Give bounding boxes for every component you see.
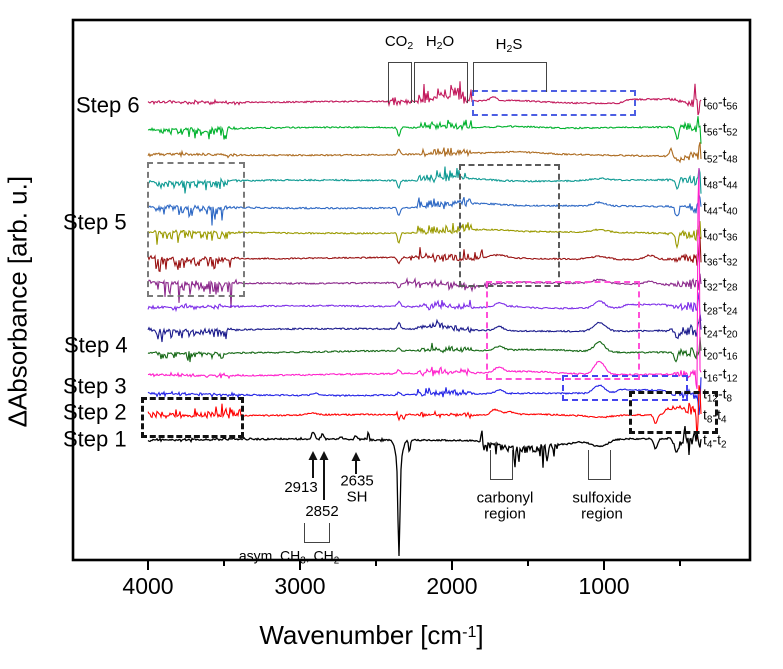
- box-step5-left-dips: [147, 162, 245, 297]
- co2-label: CO2: [384, 33, 414, 53]
- box-step2-left: [141, 397, 244, 438]
- x-axis-title: Wavenumber [cm-1]: [259, 620, 484, 650]
- arrow-2913-head: [308, 451, 318, 460]
- trace-t60-t56: [147, 81, 702, 116]
- trace-label-t56-t52: t56-t52: [703, 119, 738, 139]
- step-label-4: Step 4: [64, 332, 128, 358]
- x-tick-label-4000: 4000: [122, 573, 174, 599]
- carbonyl-region-label: carbonyl region: [476, 489, 534, 522]
- trace-label-t36-t32: t36-t32: [703, 249, 738, 269]
- trace-label-t60-t56: t60-t56: [703, 93, 738, 113]
- trace-label-t32-t28: t32-t28: [703, 274, 738, 294]
- trace-t44-t40: [147, 192, 702, 226]
- sulfoxide-region-label: sulfoxide region: [572, 489, 632, 522]
- trace-label-t4-t2: t4-t2: [703, 431, 727, 451]
- box-sulfoxide-pink: [486, 281, 640, 380]
- plot-frame: [71, 18, 752, 562]
- trace-t16-t12: [147, 168, 702, 390]
- asym-ch-bracket: [304, 523, 330, 543]
- box-h2s-top-trace: [472, 90, 636, 116]
- arrow-2852-head: [319, 451, 329, 460]
- peak-2913-label: 2913: [284, 479, 318, 497]
- x-tick-label-1000: 1000: [578, 573, 630, 599]
- h2o-label: H2O: [425, 33, 455, 53]
- peak-2635-sh-label: 2635 SH: [340, 472, 374, 505]
- trace-t56-t52: [147, 116, 702, 144]
- h2s-label: H2S: [495, 36, 523, 56]
- trace-label-t28-t24: t28-t24: [703, 298, 738, 318]
- co2-region-bracket: [388, 62, 412, 103]
- trace-t20-t16: [147, 336, 702, 363]
- step-label-6: Step 6: [76, 92, 140, 118]
- trace-t8-t4: [147, 385, 702, 440]
- trace-label-t40-t36: t40-t36: [703, 224, 738, 244]
- step-label-1: Step 1: [63, 426, 127, 452]
- trace-t4-t2: [147, 426, 702, 557]
- sulfoxide-region-bracket: [588, 450, 611, 480]
- trace-label-t20-t16: t20-t16: [703, 343, 738, 363]
- trace-t40-t36: [147, 221, 702, 250]
- carbonyl-region-bracket: [490, 450, 513, 480]
- box-mid-region: [459, 164, 560, 287]
- trace-label-t44-t40: t44-t40: [703, 198, 738, 218]
- trace-label-t52-t48: t52-t48: [703, 146, 738, 166]
- h2o-region-bracket: [414, 62, 468, 103]
- box-step3-blue: [562, 375, 688, 401]
- peak-2852-label: 2852: [305, 503, 339, 521]
- trace-label-t48-t44: t48-t44: [703, 172, 738, 192]
- trace-label-t24-t20: t24-t20: [703, 321, 738, 341]
- step-label-3: Step 3: [63, 373, 127, 399]
- trace-t28-t24: [147, 292, 702, 322]
- arrow-2635-head: [351, 452, 361, 461]
- y-axis-title: ΔAbsorbance [arb. u.]: [2, 175, 33, 428]
- step-label-5: Step 5: [63, 209, 127, 235]
- h2s-region-bracket: [473, 62, 547, 92]
- trace-t48-t44: [147, 166, 702, 194]
- box-step2-right: [629, 391, 718, 434]
- trace-t36-t32: [147, 236, 702, 273]
- trace-t24-t20: [147, 314, 702, 343]
- x-tick-label-2000: 2000: [426, 573, 478, 599]
- trace-t52-t48: [147, 142, 702, 164]
- x-tick-label-3000: 3000: [274, 573, 326, 599]
- asym-ch3-ch2-label: asym. CH3, CH2: [238, 547, 340, 567]
- trace-label-t16-t12: t16-t12: [703, 365, 738, 385]
- step-label-2: Step 2: [63, 399, 127, 425]
- trace-t12-t8: [147, 377, 702, 415]
